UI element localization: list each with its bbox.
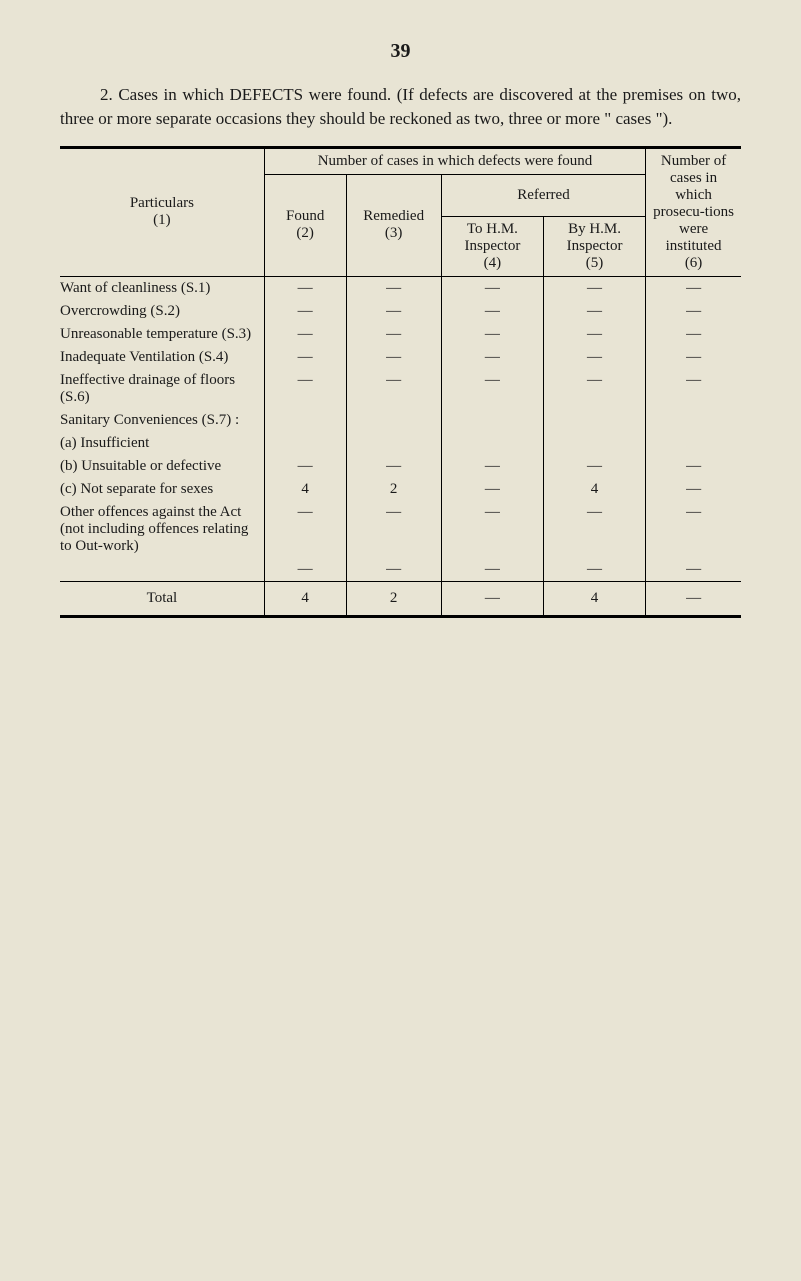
cell: —: [543, 346, 645, 369]
cell: —: [441, 276, 543, 300]
table-row: Overcrowding (S.2)—————: [60, 300, 741, 323]
cell: —: [441, 581, 543, 616]
cell: —: [346, 455, 441, 478]
table-row-total: Total42—4—: [60, 581, 741, 616]
table-row: (a) Insufficient: [60, 432, 741, 455]
cell: —: [543, 455, 645, 478]
header-prosecutions: Number of cases in which prosecu-tions w…: [646, 147, 741, 276]
cell: —: [441, 478, 543, 501]
cell: —: [646, 501, 741, 558]
header-to-hm: To H.M. Inspector (4): [441, 216, 543, 276]
cell: —: [646, 346, 741, 369]
cell: —: [264, 455, 346, 478]
row-label: Sanitary Conveniences (S.7) :: [60, 409, 264, 432]
cell: —: [346, 369, 441, 409]
cell: —: [441, 300, 543, 323]
cell: [543, 432, 645, 455]
header-remedied: Remedied (3): [346, 174, 441, 276]
cell: —: [543, 558, 645, 582]
cell: —: [441, 558, 543, 582]
table-row: Sanitary Conveniences (S.7) :: [60, 409, 741, 432]
cell: —: [646, 581, 741, 616]
cell: [346, 409, 441, 432]
cell: —: [646, 478, 741, 501]
cell: —: [346, 300, 441, 323]
cell: [543, 409, 645, 432]
row-label: Inadequate Ventilation (S.4): [60, 346, 264, 369]
row-label: Unreasonable temperature (S.3): [60, 323, 264, 346]
cell: —: [264, 501, 346, 558]
cell: —: [441, 455, 543, 478]
row-label: (a) Insufficient: [60, 432, 264, 455]
cell: —: [543, 300, 645, 323]
cell: —: [346, 501, 441, 558]
cell: —: [264, 300, 346, 323]
cell: —: [346, 558, 441, 582]
defects-table: Particulars (1) Number of cases in which…: [60, 146, 741, 618]
header-cases-found: Number of cases in which defects were fo…: [264, 147, 645, 174]
page-number: 39: [60, 40, 741, 63]
cell: [646, 432, 741, 455]
header-found: Found (2): [264, 174, 346, 276]
cell: 2: [346, 581, 441, 616]
cell: —: [441, 369, 543, 409]
cell: —: [646, 300, 741, 323]
cell: —: [646, 323, 741, 346]
cell: —: [543, 276, 645, 300]
header-by-hm: By H.M. Inspector (5): [543, 216, 645, 276]
cell: —: [543, 323, 645, 346]
table-row: (c) Not separate for sexes42—4—: [60, 478, 741, 501]
cell: 4: [543, 581, 645, 616]
cell: 4: [543, 478, 645, 501]
header-particulars: Particulars (1): [60, 147, 264, 276]
cell: 4: [264, 581, 346, 616]
cell: —: [646, 558, 741, 582]
cell: [441, 432, 543, 455]
row-label: Other offences against the Act (not incl…: [60, 501, 264, 558]
table-row: (b) Unsuitable or defective—————: [60, 455, 741, 478]
table-row: Unreasonable temperature (S.3)—————: [60, 323, 741, 346]
row-label: Overcrowding (S.2): [60, 300, 264, 323]
cell: —: [346, 323, 441, 346]
header-referred: Referred: [441, 174, 645, 216]
cell: [264, 409, 346, 432]
cell: —: [543, 369, 645, 409]
row-label: Ineffective drainage of floors (S.6): [60, 369, 264, 409]
cell: [346, 432, 441, 455]
cell: —: [264, 323, 346, 346]
cell: —: [646, 276, 741, 300]
cell: —: [646, 369, 741, 409]
total-label: Total: [60, 581, 264, 616]
cell: —: [264, 558, 346, 582]
row-label: Want of cleanliness (S.1): [60, 276, 264, 300]
table-row: Want of cleanliness (S.1)—————: [60, 276, 741, 300]
cell: —: [441, 346, 543, 369]
intro-paragraph: 2. Cases in which DEFECTS were found. (I…: [60, 83, 741, 131]
cell: —: [543, 501, 645, 558]
row-label: (b) Unsuitable or defective: [60, 455, 264, 478]
table-row: Inadequate Ventilation (S.4)—————: [60, 346, 741, 369]
cell: —: [264, 369, 346, 409]
cell: 4: [264, 478, 346, 501]
table-row: Other offences against the Act (not incl…: [60, 501, 741, 558]
row-label: (c) Not separate for sexes: [60, 478, 264, 501]
cell: [441, 409, 543, 432]
cell: 2: [346, 478, 441, 501]
cell: —: [264, 276, 346, 300]
table-row-blank: —————: [60, 558, 741, 582]
cell: [264, 432, 346, 455]
cell: —: [646, 455, 741, 478]
row-label: [60, 558, 264, 582]
cell: [646, 409, 741, 432]
cell: —: [441, 501, 543, 558]
cell: —: [346, 276, 441, 300]
cell: —: [441, 323, 543, 346]
cell: —: [264, 346, 346, 369]
table-row: Ineffective drainage of floors (S.6)————…: [60, 369, 741, 409]
cell: —: [346, 346, 441, 369]
